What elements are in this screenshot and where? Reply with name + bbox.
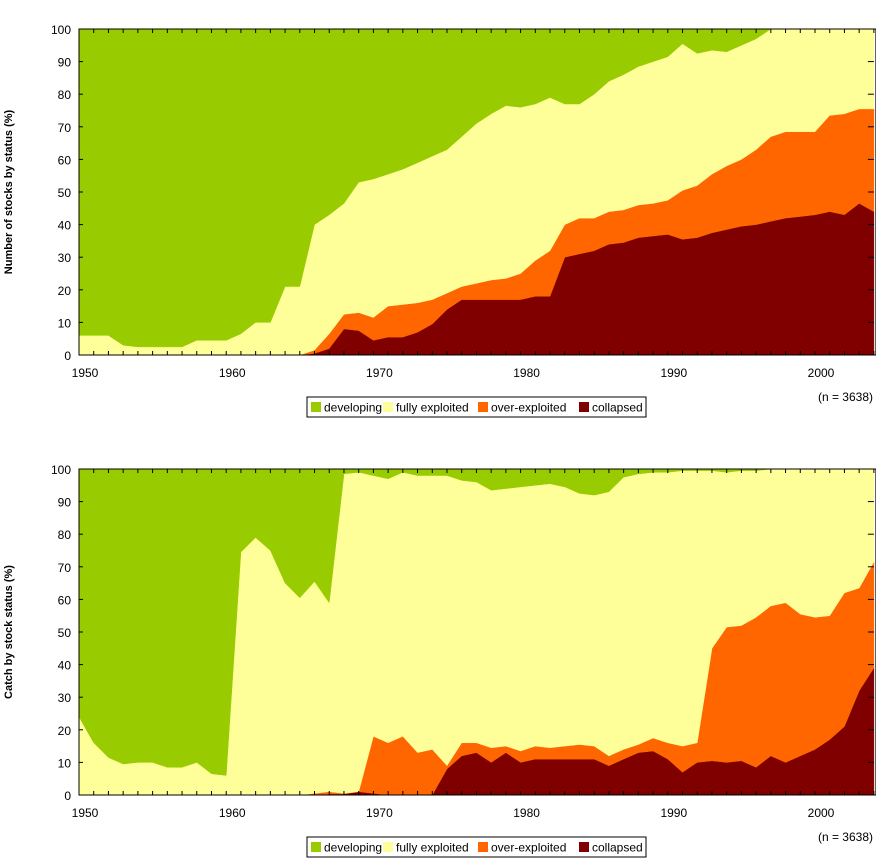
legend-label-over-exploited: over-exploited xyxy=(491,841,566,855)
x-tick-label: 1970 xyxy=(366,806,393,820)
y-ticks xyxy=(79,468,874,796)
y-tick-label: 40 xyxy=(58,659,72,673)
x-tick-label: 1950 xyxy=(72,806,99,820)
x-tick-label: 1990 xyxy=(660,366,687,380)
legend-label-developing: developing xyxy=(324,401,382,415)
y-tick-label: 70 xyxy=(58,121,72,135)
y-tick-labels: 0 10 20 30 40 50 60 70 80 90 100 xyxy=(51,23,71,363)
x-tick-labels: 1950 1960 1970 1980 1990 2000 xyxy=(72,366,835,380)
x-tick-label: 1990 xyxy=(660,806,687,820)
y-tick-label: 80 xyxy=(58,88,72,102)
area-layers xyxy=(78,468,875,796)
y-tick-label: 0 xyxy=(64,789,71,803)
legend-swatch-developing xyxy=(311,842,321,852)
y-tick-label: 20 xyxy=(58,724,72,738)
y-tick-label: 90 xyxy=(58,496,72,510)
y-tick-label: 10 xyxy=(58,316,72,330)
y-tick-label: 60 xyxy=(58,593,72,607)
legend-swatch-collapsed xyxy=(579,402,589,412)
y-ticks xyxy=(79,28,874,356)
y-tick-label: 0 xyxy=(64,349,71,363)
y-tick-label: 70 xyxy=(58,561,72,575)
legend-label-collapsed: collapsed xyxy=(592,841,643,855)
sample-size-note: (n = 3638) xyxy=(818,390,873,404)
y-tick-label: 20 xyxy=(58,284,72,298)
x-tick-label: 1960 xyxy=(219,806,246,820)
legend-swatch-over-exploited xyxy=(478,842,488,852)
legend-swatch-over-exploited xyxy=(478,402,488,412)
y-tick-label: 10 xyxy=(58,756,72,770)
y-tick-label: 60 xyxy=(58,153,72,167)
y-tick-label: 30 xyxy=(58,691,72,705)
legend-swatch-developing xyxy=(311,402,321,412)
chart-stocks-by-status: 0 10 20 30 40 50 60 70 80 90 100 1950 19… xyxy=(3,23,876,418)
legend-label-over-exploited: over-exploited xyxy=(491,401,566,415)
x-tick-label: 1970 xyxy=(366,366,393,380)
y-tick-label: 50 xyxy=(58,626,72,640)
x-tick-labels: 1950 1960 1970 1980 1990 2000 xyxy=(72,806,835,820)
x-tick-label: 2000 xyxy=(808,806,835,820)
y-tick-labels: 0 10 20 30 40 50 60 70 80 90 100 xyxy=(51,463,71,803)
legend-label-developing: developing xyxy=(324,841,382,855)
legend-label-fully-exploited: fully exploited xyxy=(396,841,469,855)
y-tick-label: 80 xyxy=(58,528,72,542)
y-tick-label: 30 xyxy=(58,251,72,265)
legend-swatch-fully-exploited xyxy=(383,402,393,412)
y-tick-label: 90 xyxy=(58,56,72,70)
area-layers xyxy=(78,28,875,356)
x-tick-label: 2000 xyxy=(808,366,835,380)
legend-label-collapsed: collapsed xyxy=(592,401,643,415)
legend: developing fully exploited over-exploite… xyxy=(306,836,647,858)
legend-swatch-collapsed xyxy=(579,842,589,852)
chart-catch-by-stock-status: 0 10 20 30 40 50 60 70 80 90 100 1950 19… xyxy=(3,463,876,858)
x-tick-label: 1980 xyxy=(513,366,540,380)
y-axis-label: Number of stocks by status (%) xyxy=(3,109,15,274)
y-axis-label: Catch by stock status (%) xyxy=(3,565,15,699)
x-ticks xyxy=(78,469,875,795)
y-tick-label: 100 xyxy=(51,23,71,37)
x-ticks xyxy=(78,29,875,355)
x-tick-label: 1960 xyxy=(219,366,246,380)
y-tick-label: 50 xyxy=(58,186,72,200)
legend-swatch-fully-exploited xyxy=(383,842,393,852)
y-tick-label: 40 xyxy=(58,219,72,233)
legend: developing fully exploited over-exploite… xyxy=(306,396,647,418)
legend-label-fully-exploited: fully exploited xyxy=(396,401,469,415)
x-tick-label: 1950 xyxy=(72,366,99,380)
x-tick-label: 1980 xyxy=(513,806,540,820)
sample-size-note: (n = 3638) xyxy=(818,830,873,844)
y-tick-label: 100 xyxy=(51,463,71,477)
